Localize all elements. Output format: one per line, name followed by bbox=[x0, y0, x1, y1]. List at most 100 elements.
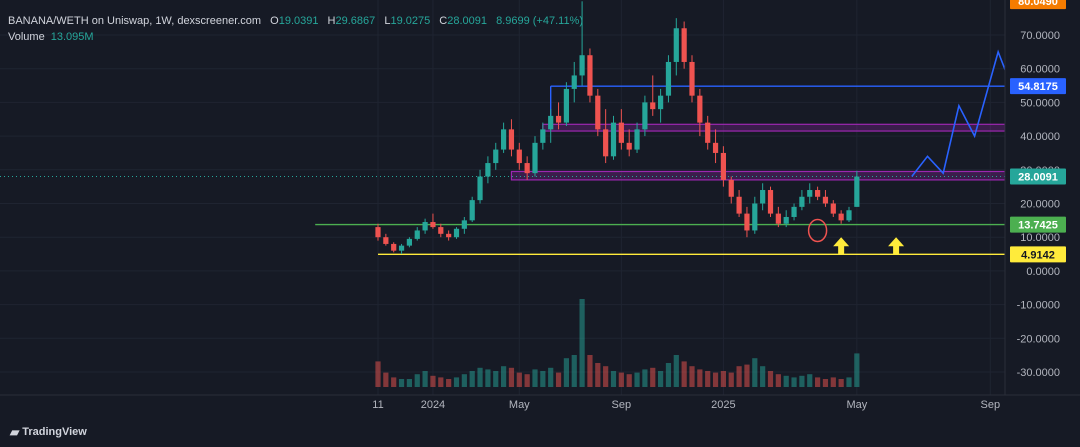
y-tick-label: 10.0000 bbox=[1020, 232, 1060, 244]
price-badge bbox=[1010, 216, 1066, 233]
candle bbox=[658, 95, 664, 110]
candle bbox=[469, 200, 475, 221]
candle bbox=[391, 243, 397, 251]
y-tick-label: -20.0000 bbox=[1017, 333, 1060, 345]
volume-bar bbox=[477, 367, 483, 387]
volume-bar bbox=[720, 371, 726, 387]
candle bbox=[540, 129, 546, 143]
volume-bar bbox=[642, 369, 648, 387]
candle bbox=[446, 233, 452, 238]
candle bbox=[532, 142, 538, 174]
volume-bar bbox=[595, 363, 601, 387]
x-tick-label: 2024 bbox=[421, 399, 445, 411]
x-tick-label: Sep bbox=[981, 399, 1001, 411]
candle bbox=[799, 196, 805, 207]
y-tick-label: 70.0000 bbox=[1020, 30, 1060, 42]
candle bbox=[406, 238, 412, 246]
price-badge bbox=[1010, 0, 1066, 10]
volume-bar bbox=[634, 372, 640, 387]
candle bbox=[555, 115, 562, 123]
x-tick-label: May bbox=[846, 399, 867, 411]
candle bbox=[783, 216, 789, 224]
volume-bar bbox=[728, 372, 734, 387]
volume-bar bbox=[658, 371, 664, 387]
price-badge bbox=[1010, 246, 1066, 263]
volume-bar bbox=[532, 369, 538, 387]
volume-bar bbox=[430, 375, 436, 387]
volume-bar bbox=[760, 366, 766, 387]
tradingview-logo[interactable]: ▰ TradingView bbox=[10, 425, 87, 439]
volume-value: 13.095M bbox=[50, 31, 94, 43]
volume-bar bbox=[744, 364, 750, 387]
volume-bar bbox=[587, 355, 593, 387]
candle bbox=[791, 206, 797, 217]
candle bbox=[728, 179, 734, 197]
candle bbox=[375, 227, 381, 238]
price-badge-label: 54.8175 bbox=[1018, 81, 1058, 93]
volume-bar bbox=[453, 377, 460, 387]
volume-bar bbox=[579, 299, 585, 387]
volume-bar bbox=[391, 377, 397, 387]
candle bbox=[697, 95, 703, 123]
volume-bar bbox=[414, 374, 420, 387]
highlight-circle bbox=[807, 218, 828, 243]
volume-bar bbox=[830, 377, 836, 387]
y-tick-label: -30.0000 bbox=[1017, 367, 1060, 379]
candle bbox=[744, 213, 750, 231]
volume-bar bbox=[767, 371, 774, 387]
low-label: L bbox=[384, 15, 391, 27]
up-arrow bbox=[833, 237, 850, 255]
candle bbox=[383, 237, 389, 244]
volume-bar bbox=[815, 377, 821, 387]
x-tick-label: 11 bbox=[372, 399, 383, 411]
y-tick-label: -10.0000 bbox=[1017, 300, 1060, 312]
volume-bar bbox=[406, 379, 412, 387]
volume-bar bbox=[783, 375, 789, 387]
close-value: 28.0091 bbox=[447, 15, 487, 27]
candle bbox=[642, 102, 648, 130]
volume-bar bbox=[563, 358, 569, 387]
volume-bar bbox=[501, 366, 507, 387]
candle bbox=[548, 115, 554, 130]
volume-bar bbox=[461, 374, 467, 387]
candle bbox=[673, 28, 679, 62]
volume-bar bbox=[712, 372, 719, 387]
volume-bar bbox=[548, 367, 554, 387]
volume-bar bbox=[650, 367, 656, 387]
volume-bar bbox=[610, 371, 617, 387]
high-value: 29.6867 bbox=[335, 15, 376, 27]
candle bbox=[838, 213, 844, 221]
volume-bar bbox=[540, 371, 546, 387]
candle bbox=[453, 228, 460, 238]
close-label: C bbox=[439, 15, 448, 27]
x-tick-label: 2025 bbox=[711, 399, 735, 411]
price-badge-label: 28.0091 bbox=[1018, 172, 1058, 184]
candle bbox=[775, 213, 781, 224]
volume-bar bbox=[469, 371, 475, 387]
volume-bar bbox=[485, 369, 491, 387]
candle bbox=[760, 190, 766, 204]
candle bbox=[807, 190, 813, 197]
volume-bar bbox=[383, 372, 389, 387]
volume-bar bbox=[697, 369, 703, 387]
candle bbox=[830, 203, 836, 214]
price-scale bbox=[1005, 0, 1080, 400]
symbol-header: BANANA/WETH on Uniswap, 1W, dexscreener.… bbox=[8, 14, 583, 28]
up-arrow bbox=[888, 237, 905, 255]
volume-bar bbox=[446, 379, 452, 387]
candle bbox=[822, 196, 829, 204]
volume-bar bbox=[493, 371, 499, 387]
volume-bar bbox=[555, 372, 562, 387]
tradingview-logo-text: TradingView bbox=[22, 426, 87, 438]
candle bbox=[430, 222, 436, 228]
price-badge-label: 13.7425 bbox=[1018, 220, 1058, 232]
candle bbox=[571, 75, 577, 89]
volume-bar bbox=[603, 366, 609, 387]
volume-bar bbox=[775, 374, 781, 387]
volume-label: Volume bbox=[8, 31, 45, 43]
candle bbox=[712, 142, 719, 153]
candle bbox=[516, 149, 522, 164]
volume-header: Volume 13.095M bbox=[8, 31, 94, 43]
volume-bar bbox=[626, 374, 632, 387]
